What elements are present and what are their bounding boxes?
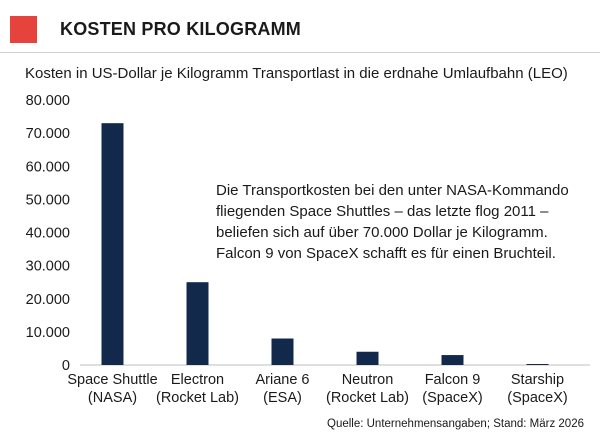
- x-tick-label: (SpaceX): [507, 390, 567, 406]
- bar: [526, 364, 549, 365]
- x-tick-label: (Rocket Lab): [156, 390, 239, 406]
- bar: [186, 282, 209, 365]
- x-tick-label: (Rocket Lab): [326, 390, 409, 406]
- x-tick-label: (SpaceX): [422, 390, 482, 406]
- x-tick-label: Falcon 9: [425, 372, 481, 388]
- y-tick-label: 60.000: [26, 159, 70, 175]
- y-tick-label: 0: [62, 358, 70, 374]
- x-tick-label: Space Shuttle: [67, 372, 157, 388]
- y-tick-label: 10.000: [26, 325, 70, 341]
- x-tick-label: Neutron: [342, 372, 394, 388]
- x-tick-label: (ESA): [263, 390, 302, 406]
- bar: [356, 351, 379, 365]
- annotation-line: beliefen sich auf über 70.000 Dollar je …: [216, 224, 548, 241]
- x-tick-label: Starship: [511, 372, 564, 388]
- x-tick-label: Ariane 6: [255, 372, 309, 388]
- y-tick-label: 50.000: [26, 192, 70, 208]
- annotation-line: fliegenden Space Shuttles – das letzte f…: [216, 203, 549, 220]
- chart-title: KOSTEN PRO KILOGRAMM: [60, 19, 301, 39]
- bar: [441, 355, 464, 365]
- y-tick-label: 30.000: [26, 259, 70, 275]
- bar: [271, 338, 294, 365]
- x-tick-label: Electron: [171, 372, 224, 388]
- annotation-line: Falcon 9 von SpaceX schafft es für einen…: [216, 245, 556, 262]
- header-accent-square: [10, 16, 37, 43]
- header-divider: [0, 52, 600, 53]
- y-tick-label: 40.000: [26, 226, 70, 242]
- y-tick-label: 20.000: [26, 292, 70, 308]
- y-tick-label: 70.000: [26, 126, 70, 142]
- source-note: Quelle: Unternehmensangaben; Stand: März…: [327, 418, 584, 430]
- bar: [101, 123, 124, 365]
- x-tick-label: (NASA): [88, 390, 137, 406]
- chart-annotation: Die Transportkosten bei den unter NASA-K…: [216, 180, 586, 264]
- annotation-line: Die Transportkosten bei den unter NASA-K…: [216, 182, 569, 199]
- y-tick-label: 80.000: [26, 93, 70, 109]
- chart-subtitle: Kosten in US-Dollar je Kilogramm Transpo…: [25, 65, 568, 82]
